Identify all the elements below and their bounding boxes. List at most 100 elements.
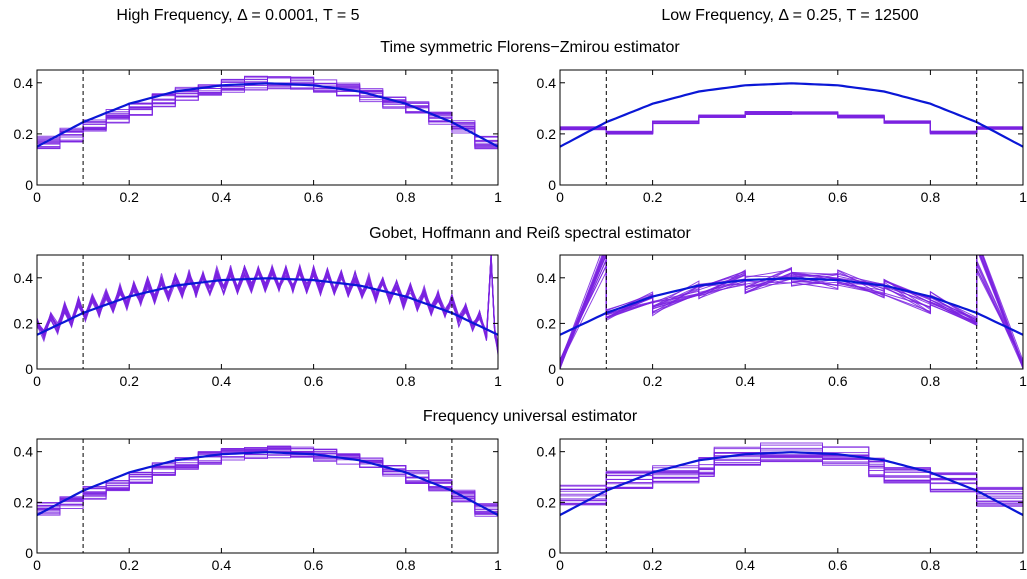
estimate-line [560,112,1023,133]
y-tick-label: 0.2 [14,315,34,331]
panel-fu-low: 0 0.2 0.4 0.6 0.8 1 0 0.2 0.4 [537,438,1027,573]
row-title-universal: Frequency universal estimator [423,408,638,425]
axes-frame [559,438,1024,554]
x-tick-label: 0 [556,557,564,573]
column-title-low-frequency: Low Frequency, Δ = 0.25, T = 12500 [661,7,918,24]
x-tick-label: 1 [1019,373,1027,389]
true-curve [37,451,498,516]
plot-area [37,255,498,356]
x-tick-label: 1 [494,189,502,205]
plot-area [37,75,498,150]
x-tick-label: 0 [556,189,564,205]
plot-area [560,82,1023,148]
y-tick-label: 0 [25,177,33,193]
plot-area [560,442,1023,516]
axes-frame [36,438,499,554]
estimate-line [37,257,498,345]
x-tick-label: 0.4 [735,189,755,205]
estimate-line [37,75,498,144]
estimate-line [560,111,1023,134]
y-tick-label: 0.2 [14,126,34,142]
y-tick-label: 0.2 [537,494,557,510]
x-tick-label: 0.2 [119,189,139,205]
estimate-line [560,455,1023,493]
x-tick-label: 0.4 [212,189,232,205]
estimate-line [37,83,498,148]
x-tick-label: 0.4 [212,557,232,573]
x-tick-label: 0 [33,373,41,389]
x-tick-label: 0 [33,557,41,573]
x-tick-label: 0.6 [828,373,848,389]
x-tick-label: 1 [494,373,502,389]
y-tick-label: 0 [548,177,556,193]
estimate-line [560,111,1023,135]
y-tick-label: 0.4 [537,444,557,460]
y-tick-label: 0.4 [14,75,34,91]
x-tick-label: 0.8 [921,189,941,205]
y-tick-label: 0.2 [14,494,34,510]
x-tick-label: 0.2 [119,557,139,573]
x-tick-label: 1 [494,557,502,573]
panel-ghr-low: 0 0.2 0.4 0.6 0.8 1 0 0.2 0.4 [537,254,1027,389]
y-tick-label: 0 [25,361,33,377]
x-tick-label: 0.8 [921,557,941,573]
panel-ghr-high: 0 0.2 0.4 0.6 0.8 1 0 0.2 0.4 [14,254,502,389]
estimate-line [560,112,1023,134]
x-tick-label: 0.8 [396,373,416,389]
plot-area [37,445,498,517]
true-curve [37,82,498,148]
x-tick-label: 1 [1019,557,1027,573]
y-tick-label: 0.4 [14,444,34,460]
axes-frame [559,254,1024,370]
panel-fu-high: 0 0.2 0.4 0.6 0.8 1 0 0.2 0.4 [14,438,502,573]
row-title-florens-zmirou: Time symmetric Florens−Zmirou estimator [380,39,680,56]
x-tick-label: 0.4 [735,557,755,573]
y-tick-label: 0 [25,545,33,561]
y-tick-label: 0 [548,545,556,561]
row-title-spectral: Gobet, Hoffmann and Reiß spectral estima… [369,225,691,242]
panel-fz-high: 0 0.2 0.4 0.6 0.8 1 0 0.2 0.4 [14,69,502,205]
x-tick-label: 1 [1019,189,1027,205]
x-tick-label: 0.6 [304,373,324,389]
x-tick-label: 0.8 [921,373,941,389]
x-tick-label: 0.4 [212,373,232,389]
column-title-high-frequency: High Frequency, Δ = 0.0001, T = 5 [116,7,359,24]
estimate-line [560,112,1023,133]
y-tick-label: 0.4 [537,75,557,91]
x-tick-label: 0.2 [643,373,663,389]
y-tick-label: 0.4 [14,270,34,286]
plot-area [560,255,1023,369]
estimate-line [560,111,1023,133]
x-tick-label: 0.8 [396,557,416,573]
axes-frame [36,254,499,370]
estimate-line [560,459,1023,505]
axes-frame [559,69,1024,186]
true-curve [37,277,498,336]
x-tick-label: 0.6 [828,557,848,573]
true-curve [560,82,1023,148]
true-curve [560,451,1023,516]
estimate-line [560,113,1023,134]
estimate-line [560,111,1023,134]
y-tick-label: 0.2 [537,126,557,142]
panels: 0 0.2 0.4 0.6 0.8 100.20.40 0.2 0.4 0.6 0.8 100.20… [14,69,1027,573]
estimate-line [560,111,1023,135]
x-tick-label: 0.4 [735,373,755,389]
x-tick-label: 0.8 [396,189,416,205]
estimate-line [560,111,1023,134]
x-tick-label: 0 [33,189,41,205]
panel-fz-low: 0 0.2 0.4 0.6 0.8 1 0 0.2 0.4 [537,69,1027,205]
x-tick-label: 0.6 [828,189,848,205]
estimate-line [560,112,1023,135]
estimate-line [560,112,1023,135]
y-tick-label: 0.4 [537,270,557,286]
x-tick-label: 0.2 [643,189,663,205]
x-tick-label: 0.2 [119,373,139,389]
estimate-line [560,442,1023,495]
x-tick-label: 0.2 [643,557,663,573]
axes-frame [36,69,499,186]
true-curve [560,277,1023,336]
estimate-line [37,447,498,515]
x-tick-label: 0.6 [304,557,324,573]
